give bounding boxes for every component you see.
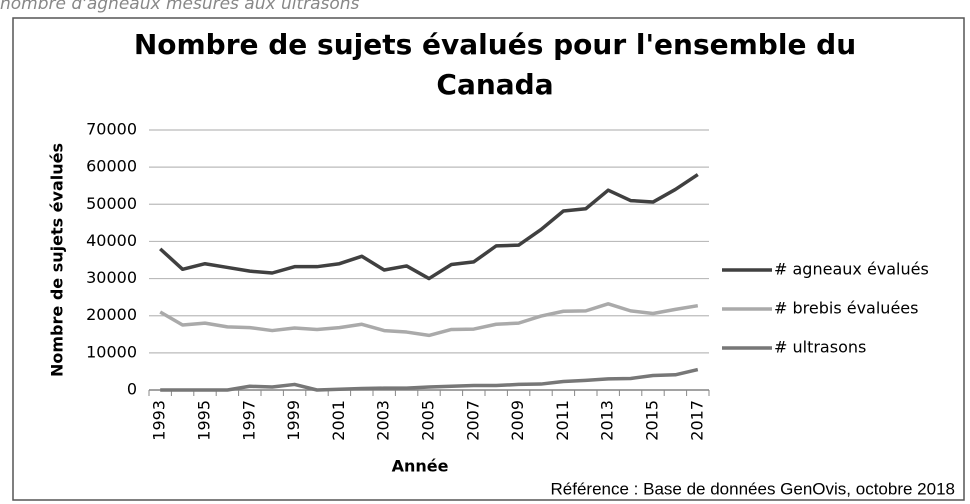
x-tick-label: 1999 xyxy=(284,400,303,441)
series-line xyxy=(159,173,699,281)
y-tick-label: 70000 xyxy=(86,120,137,139)
chart-frame xyxy=(12,17,965,501)
legend-label: # brebis évaluées xyxy=(774,299,918,318)
legend-label: # ultrasons xyxy=(774,338,866,357)
x-tick-label: 2015 xyxy=(643,400,662,441)
x-tick-label: 1993 xyxy=(150,400,169,441)
y-axis-label: Nombre de sujets évalués xyxy=(48,143,67,377)
chart-title: Canada xyxy=(436,68,553,101)
reference: Référence : Base de données GenOvis, oct… xyxy=(551,479,955,498)
y-tick-label: 20000 xyxy=(86,305,137,324)
y-tick-label: 30000 xyxy=(86,268,137,287)
series-line xyxy=(159,302,699,338)
x-tick-label: 2005 xyxy=(419,400,438,441)
top-text: nombre d'agneaux mesurés aux ultrasons xyxy=(0,0,360,14)
x-tick-label: 1995 xyxy=(195,400,214,441)
y-tick-label: 0 xyxy=(127,380,137,399)
x-tick-label: 2003 xyxy=(374,400,393,441)
x-tick-label: 2011 xyxy=(553,400,572,441)
x-tick-label: 2013 xyxy=(598,400,617,441)
x-tick-label: 2017 xyxy=(687,400,706,441)
x-tick-label: 1997 xyxy=(239,400,258,441)
y-tick-label: 10000 xyxy=(86,342,137,361)
x-tick-label: 2001 xyxy=(329,400,348,441)
y-tick-label: 40000 xyxy=(86,231,137,250)
chart-title: Nombre de sujets évalués pour l'ensemble… xyxy=(134,28,856,61)
x-axis-label: Année xyxy=(392,457,449,476)
legend-label: # agneaux évalués xyxy=(774,260,929,279)
x-tick-label: 2007 xyxy=(463,400,482,441)
y-tick-label: 60000 xyxy=(86,157,137,176)
y-tick-label: 50000 xyxy=(86,194,137,213)
series-line xyxy=(160,367,699,392)
x-tick-label: 2009 xyxy=(508,400,527,441)
